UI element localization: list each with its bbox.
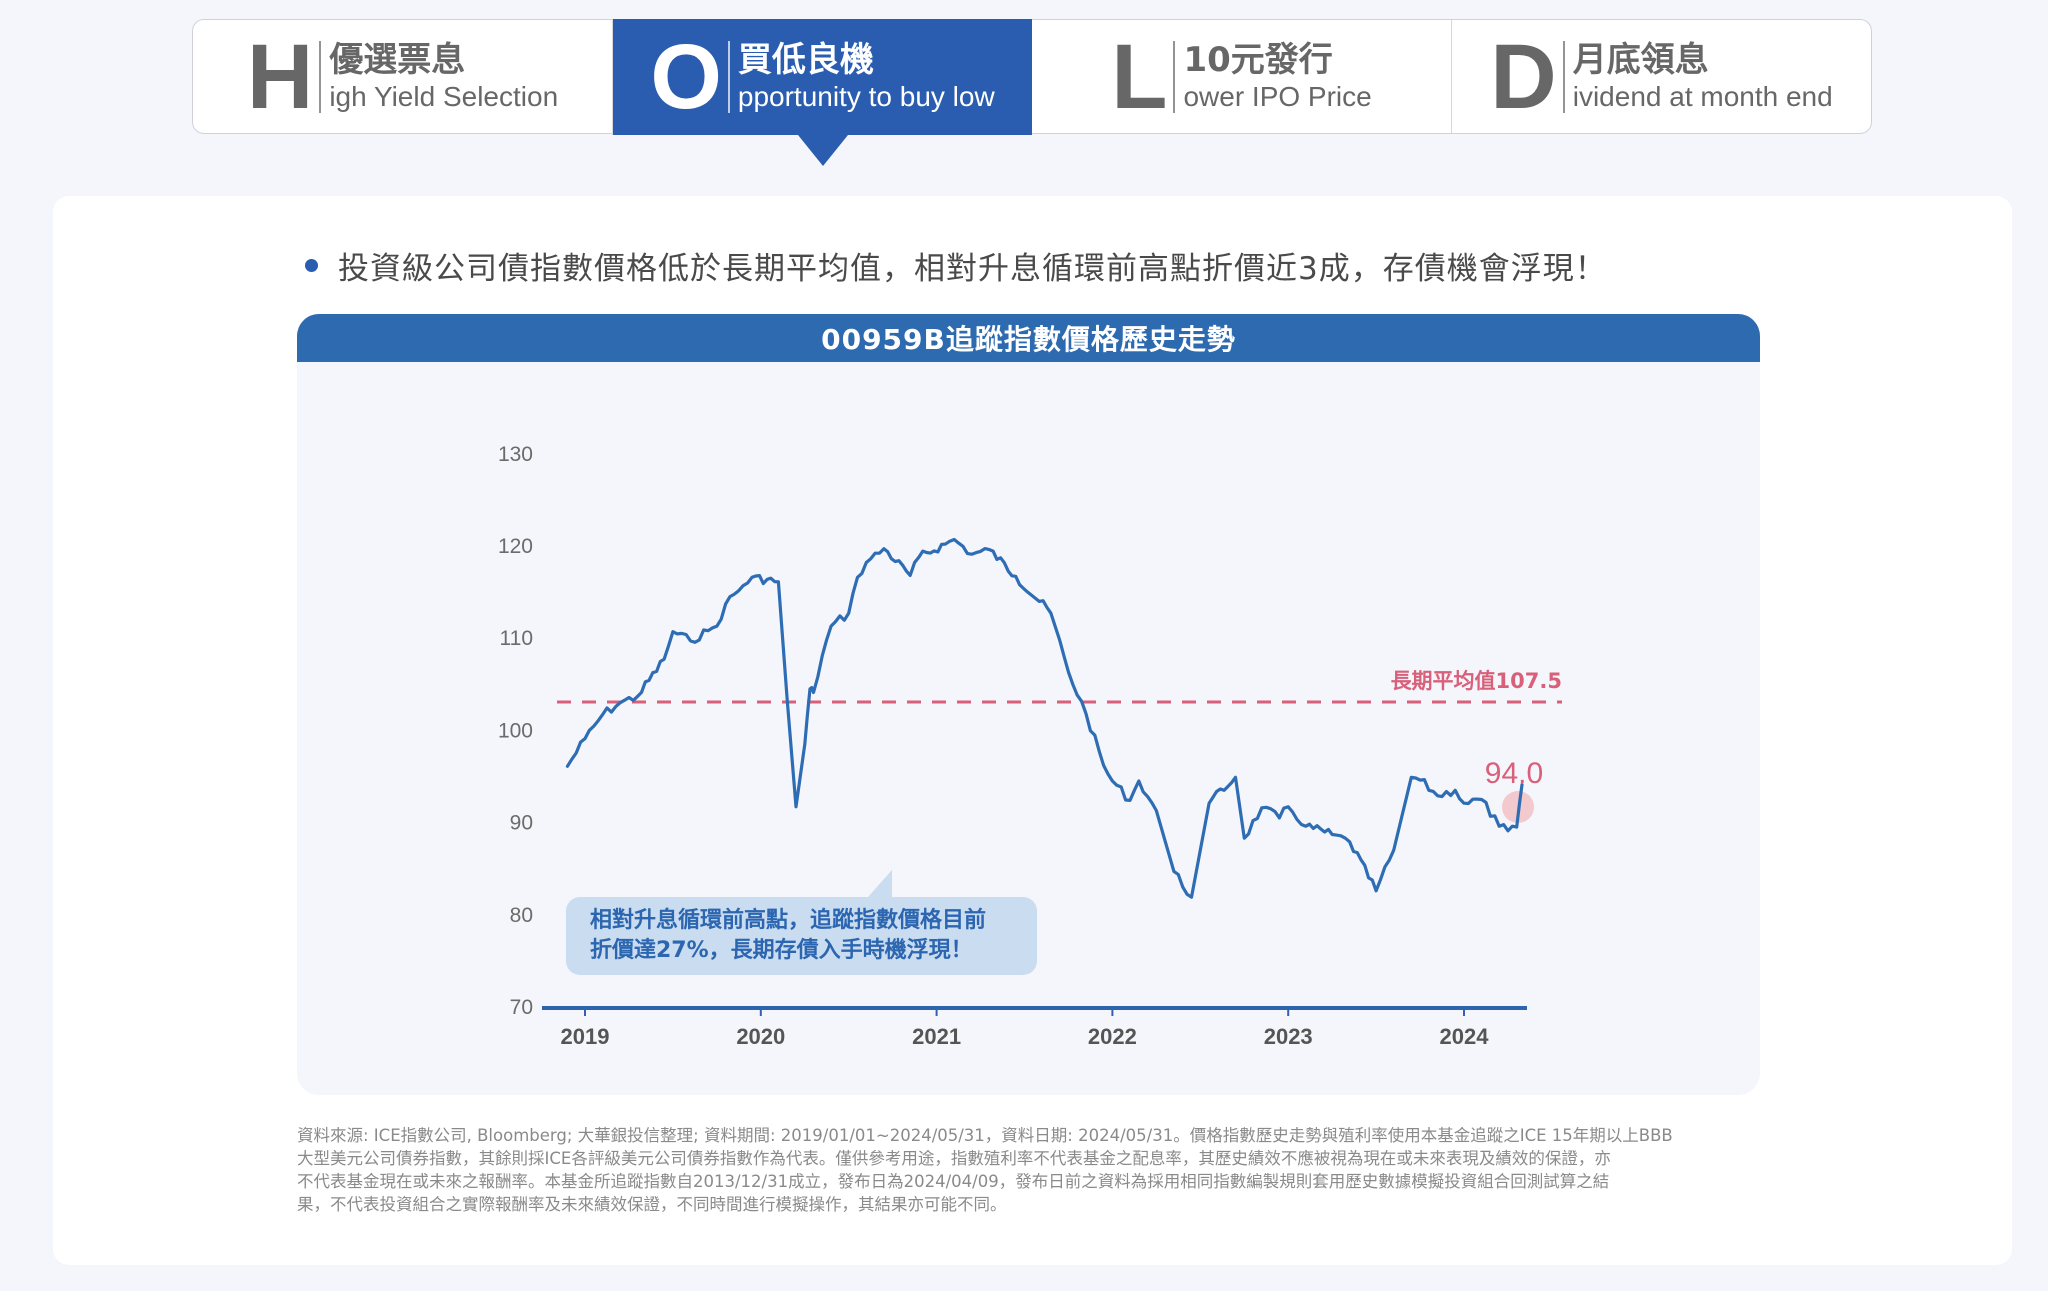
headline: 投資級公司債指數價格低於長期平均值，相對升息循環前高點折價近3成，存債機會浮現！ [305, 240, 1607, 290]
annotation-callout: 相對升息循環前高點，追蹤指數價格目前 折價達27%，長期存債入手時機浮現！ [566, 897, 1037, 975]
tab-high-yield[interactable]: H 優選票息 igh Yield Selection [193, 20, 612, 133]
tab-title-zh: 月底領息 [1572, 39, 1709, 80]
y-tick-label: 100 [498, 719, 533, 742]
footnote-line: 果，不代表投資組合之實際報酬率及未來績效保證，不同時間進行模擬操作，其結果亦可能… [297, 1195, 1007, 1214]
x-tick-label: 2019 [561, 1024, 610, 1049]
tab-title-zh: 買低良機 [737, 39, 874, 80]
tab-title-en: pportunity to buy low [737, 80, 995, 112]
tab-opportunity[interactable]: O 買低良機 pportunity to buy low [612, 18, 1032, 166]
tab-title-zh: 優選票息 [329, 39, 466, 80]
tab-title-en: ividend at month end [1572, 80, 1833, 112]
tab-lower-ipo[interactable]: L 10元發行 ower IPO Price [1032, 20, 1451, 133]
y-tick-label: 90 [510, 812, 533, 835]
bullet-icon [305, 258, 318, 272]
divider [319, 40, 322, 113]
tab-dividend[interactable]: D 月底領息 ividend at month end [1451, 20, 1871, 133]
latest-value-label: 94.0 [1485, 757, 1543, 790]
price-line [565, 537, 1524, 899]
tab-letter: O [650, 25, 722, 128]
divider [1562, 40, 1565, 113]
x-tick-label: 2022 [1088, 1024, 1137, 1049]
tab-title-en: ower IPO Price [1183, 80, 1372, 112]
chart-panel: 00959B追蹤指數價格歷史走勢 [297, 314, 1760, 1095]
feature-tabs: H 優選票息 igh Yield Selection O 買低良機 pportu… [192, 18, 1872, 166]
tab-title-en: igh Yield Selection [329, 80, 559, 112]
chart-title: 00959B追蹤指數價格歷史走勢 [297, 314, 1760, 362]
x-tick-label: 2023 [1264, 1024, 1313, 1049]
x-tick-label: 2021 [912, 1024, 961, 1049]
callout-pointer-icon [868, 870, 892, 897]
y-tick-label: 120 [498, 535, 533, 558]
footnote-line: 不代表基金現在或未來之報酬率。本基金所追蹤指數自2013/12/31成立，發布日… [297, 1172, 1610, 1191]
y-tick-label: 130 [498, 443, 533, 466]
x-tick-label: 2020 [736, 1024, 785, 1049]
y-axis: 70 80 90 100 110 120 130 [498, 443, 533, 1019]
tab-letter: H [246, 25, 313, 128]
x-axis: 2019 2020 2021 2022 2023 2024 [561, 1008, 1490, 1049]
y-tick-label: 70 [510, 996, 533, 1019]
tab-letter: D [1490, 25, 1556, 128]
divider [727, 40, 730, 113]
y-tick-label: 80 [510, 904, 533, 927]
x-tick-label: 2024 [1440, 1024, 1490, 1049]
headline-text: 投資級公司債指數價格低於長期平均值，相對升息循環前高點折價近3成，存債機會浮現！ [338, 250, 1607, 287]
tab-letter: L [1111, 25, 1167, 128]
y-tick-label: 110 [500, 627, 533, 650]
average-label: 長期平均值107.5 [1391, 669, 1562, 693]
callout-line-1: 相對升息循環前高點，追蹤指數價格目前 [590, 908, 987, 933]
divider [1173, 40, 1176, 113]
tab-title-zh: 10元發行 [1183, 39, 1333, 80]
callout-line-2: 折價達27%，長期存債入手時機浮現！ [590, 938, 973, 963]
footnote: 資料來源: ICE指數公司, Bloomberg; 大華銀投信整理; 資料期間:… [297, 1124, 1777, 1216]
footnote-line: 資料來源: ICE指數公司, Bloomberg; 大華銀投信整理; 資料期間:… [297, 1126, 1673, 1145]
footnote-line: 大型美元公司債券指數，其餘則採ICE各評級美元公司債券指數作為代表。僅供參考用途… [297, 1149, 1611, 1168]
active-tab-pointer-icon [797, 134, 848, 166]
